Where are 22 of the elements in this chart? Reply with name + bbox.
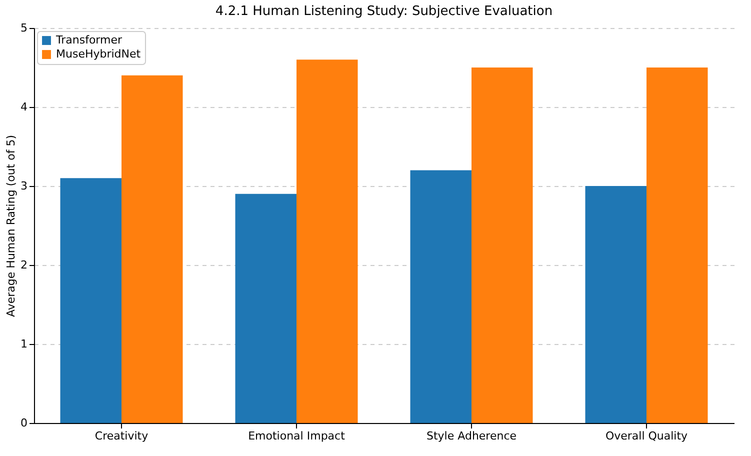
x-tick-label: Emotional Impact xyxy=(248,430,346,442)
x-tick-label: Overall Quality xyxy=(605,430,688,442)
y-tick-label: 1 xyxy=(20,338,28,350)
y-tick-label: 5 xyxy=(20,22,28,34)
x-tick-label: Creativity xyxy=(94,430,149,442)
y-tick-label: 3 xyxy=(20,180,28,192)
bar xyxy=(235,194,296,423)
y-tick-label: 0 xyxy=(20,416,28,430)
bar xyxy=(60,178,122,423)
legend-label: Transformer xyxy=(55,34,122,46)
bar xyxy=(472,68,533,423)
bar xyxy=(122,75,183,423)
y-tick-label: 4 xyxy=(20,100,28,114)
y-tick-label: 2 xyxy=(20,258,28,272)
bar xyxy=(585,186,646,423)
chart-title: 4.2.1 Human Listening Study: Subjective Evaluation xyxy=(215,4,553,19)
bar xyxy=(410,170,472,423)
bar xyxy=(646,68,708,423)
y-axis-title: Average Human Rating (out of 5) xyxy=(4,135,18,317)
bar xyxy=(296,60,358,423)
legend-label: MuseHybridNet xyxy=(56,48,142,60)
x-tick-label: Style Adherence xyxy=(426,430,517,442)
